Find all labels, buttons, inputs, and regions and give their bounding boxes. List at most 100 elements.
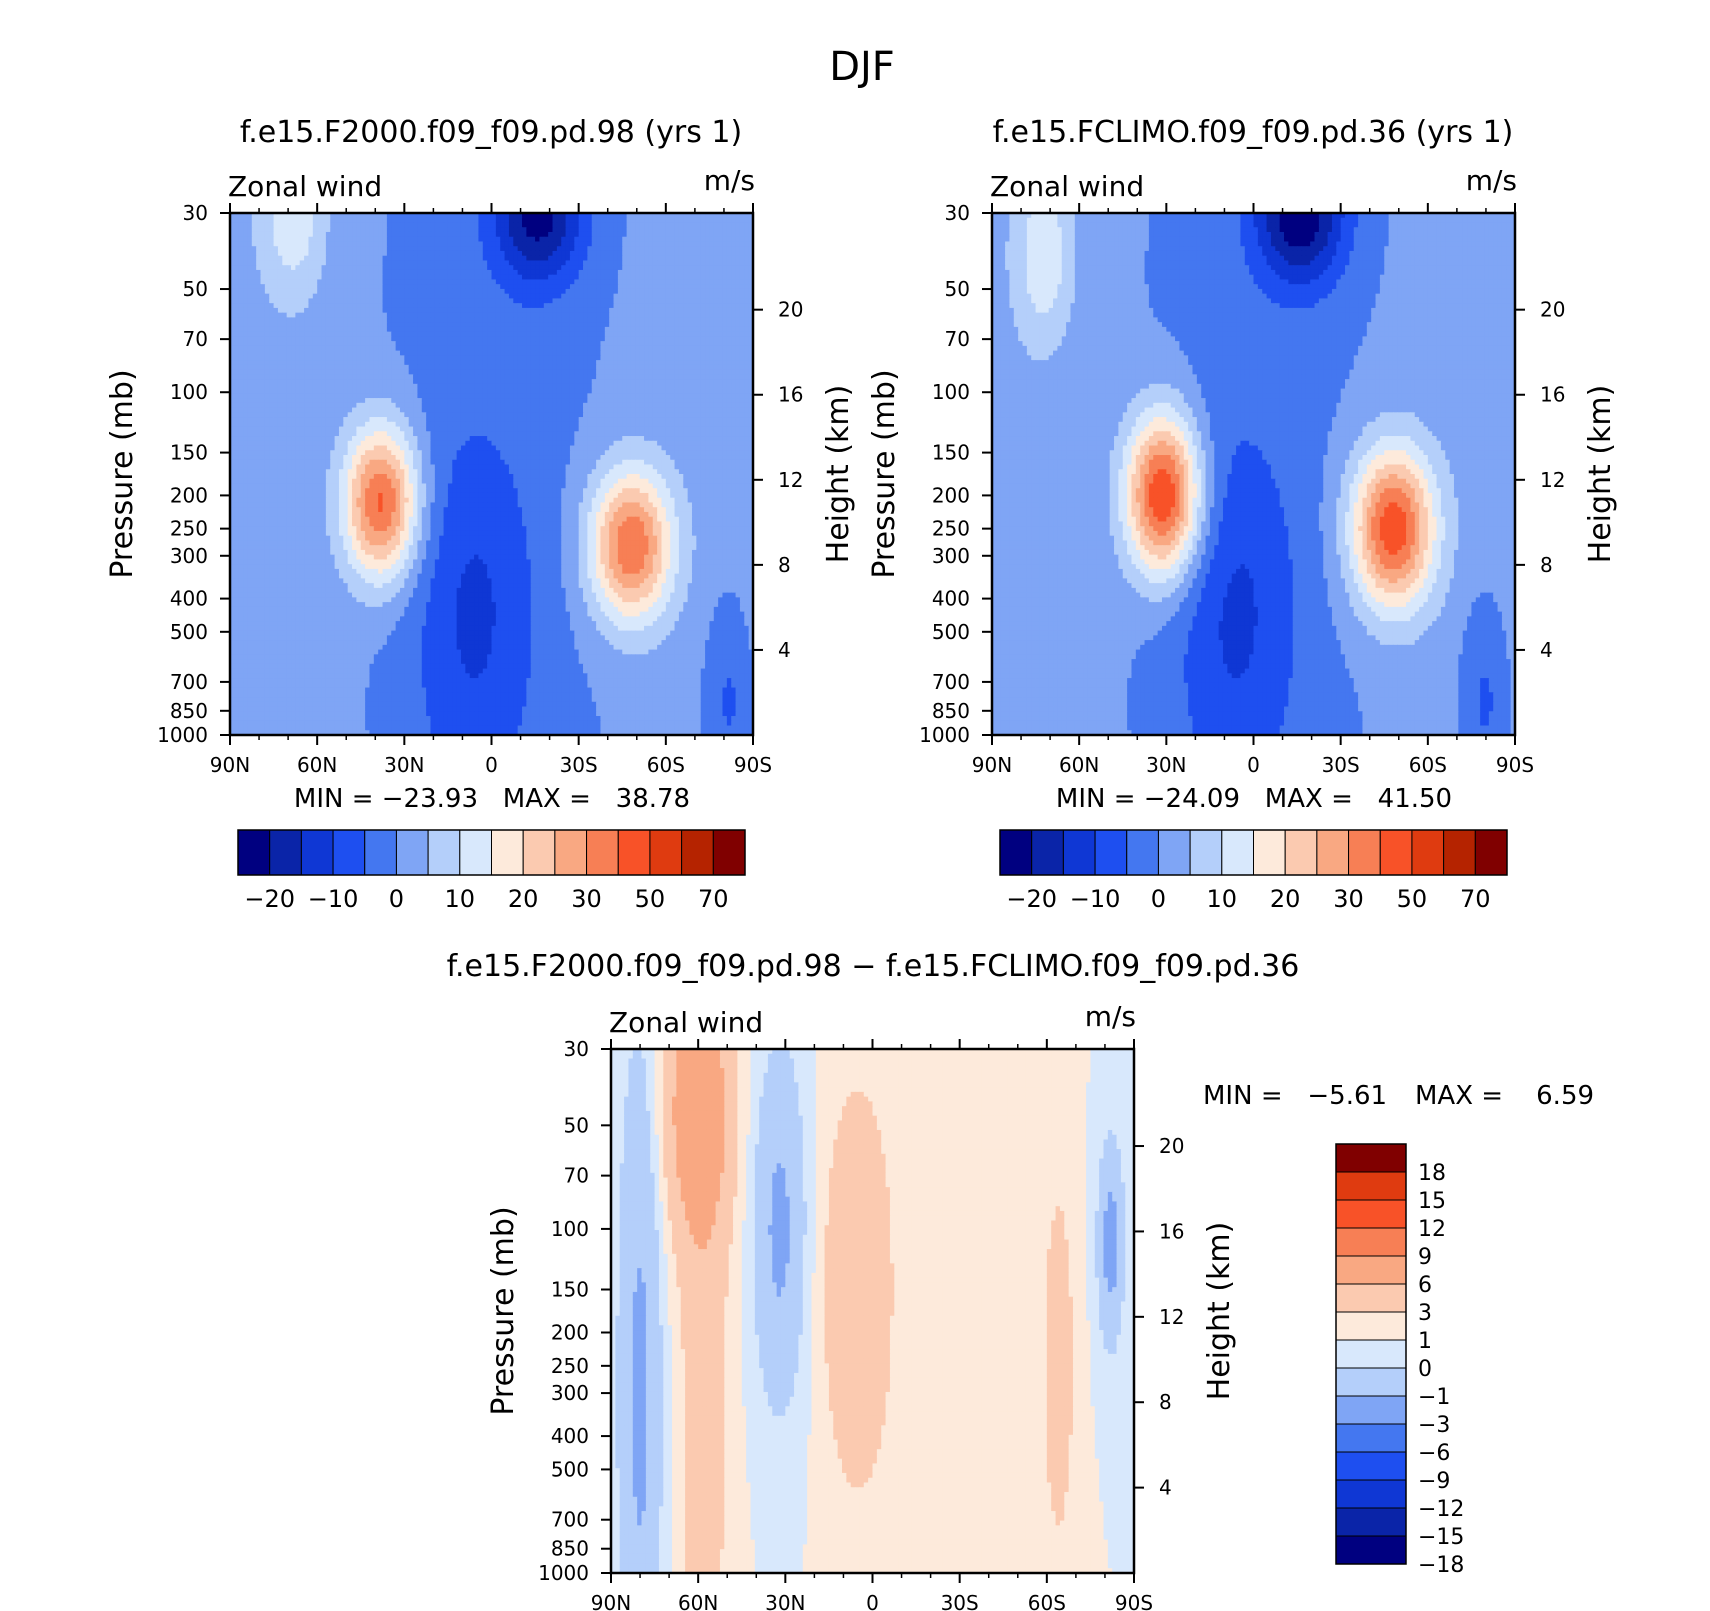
panel-a-contour-cell: [251, 331, 257, 337]
panel-a-contour-cell: [705, 231, 711, 238]
panel-a-contour-cell: [360, 231, 366, 238]
panel-a-contour-cell: [705, 360, 711, 366]
panel-a-contour-cell: [718, 379, 724, 385]
panel-a-contour-cell: [260, 241, 266, 247]
panel-a-contour-cell: [356, 360, 362, 366]
panel-a-contour-cell: [526, 255, 532, 262]
panel-a-contour-cell: [386, 227, 392, 233]
panel-a-contour-cell: [456, 331, 462, 337]
panel-a-contour-cell: [378, 402, 384, 409]
panel-a-contour-cell: [696, 355, 702, 361]
panel-a-contour-cell: [661, 274, 667, 281]
panel-a-contour-cell: [652, 393, 658, 399]
panel-a-contour-cell: [622, 236, 628, 243]
panel-a-contour-cell: [238, 331, 244, 337]
panel-a-contour-cell: [635, 393, 641, 399]
panel-a-contour-cell: [360, 255, 366, 262]
panel-a-contour-cell: [543, 345, 549, 352]
panel-a-contour-cell: [652, 307, 658, 314]
panel-a-contour-cell: [391, 364, 397, 371]
panel-a-contour-cell: [700, 379, 706, 385]
panel-a-contour-cell: [744, 255, 750, 262]
panel-a-contour-cell: [718, 388, 724, 394]
panel-a-contour-cell: [696, 293, 702, 300]
panel-a-contour-cell: [543, 355, 549, 361]
panel-a-contour-cell: [609, 236, 615, 243]
panel-a-contour-cell: [413, 298, 419, 304]
panel-a-contour-cell: [238, 213, 244, 219]
panel-a-contour-cell: [583, 222, 588, 228]
panel-a-contour-cell: [447, 265, 453, 271]
panel-a-contour-cell: [452, 388, 458, 394]
panel-a-contour-cell: [705, 222, 711, 228]
panel-a-contour-cell: [439, 288, 445, 295]
panel-a-contour-cell: [251, 279, 257, 285]
panel-a-contour-cell: [325, 246, 331, 252]
panel-a-contour-cell: [661, 398, 667, 404]
panel-a-contour-cell: [574, 322, 580, 328]
panel-a-contour-cell: [739, 274, 745, 281]
panel-a-contour-cell: [569, 298, 575, 304]
panel-a-contour-cell: [469, 274, 475, 281]
panel-a-contour-cell: [321, 231, 327, 238]
panel-a-contour-cell: [295, 402, 301, 409]
panel-a-contour-cell: [395, 241, 401, 247]
panel-a-contour-cell: [508, 331, 514, 337]
panel-a-contour-cell: [312, 393, 318, 399]
panel-a-contour-cell: [356, 322, 362, 328]
panel-a-contour-cell: [238, 241, 244, 247]
panel-a-contour-cell: [330, 364, 336, 371]
panel-a-contour-cell: [552, 393, 558, 399]
panel-a-contour-cell: [700, 246, 706, 252]
panel-a-contour-cell: [548, 360, 554, 366]
panel-a-contour-cell: [609, 307, 615, 314]
panel-a-contour-cell: [526, 345, 532, 352]
panel-a-contour-cell: [465, 379, 471, 385]
panel-a-contour-cell: [282, 303, 288, 309]
panel-a-contour-cell: [312, 331, 318, 337]
panel-a-contour-cell: [330, 407, 336, 413]
panel-a-contour-cell: [744, 227, 750, 233]
panel-a-contour-cell: [391, 336, 397, 342]
panel-a-contour-cell: [613, 279, 619, 285]
panel-a-contour-cell: [722, 227, 728, 233]
panel-a-contour-cell: [391, 407, 397, 413]
panel-a-contour-cell: [277, 345, 283, 352]
panel-a-contour-cell: [269, 279, 275, 285]
panel-a-contour-cell: [744, 303, 750, 309]
panel-a-contour-cell: [304, 298, 310, 304]
panel-a-contour-cell: [269, 260, 275, 266]
panel-a-contour-cell: [417, 293, 423, 300]
panel-a-contour-cell: [474, 407, 480, 413]
panel-a-contour-cell: [465, 303, 471, 309]
panel-a-contour-cell: [591, 250, 597, 257]
panel-a-contour-cell: [522, 279, 527, 285]
panel-a-contour-cell: [308, 274, 314, 281]
panel-a-contour-cell: [256, 317, 262, 323]
panel-a-contour-cell: [286, 255, 292, 262]
panel-a-contour-cell: [391, 293, 397, 300]
panel-a-contour-cell: [700, 312, 706, 318]
panel-a-contour-cell: [539, 407, 545, 413]
panel-a-contour-cell: [731, 364, 737, 371]
panel-a-contour-cell: [256, 341, 262, 347]
panel-a-contour-cell: [635, 307, 641, 314]
panel-a-contour-cell: [691, 231, 697, 238]
panel-a-contour-cell: [391, 317, 397, 323]
panel-a-contour-cell: [465, 350, 471, 356]
panel-a-contour-cell: [404, 274, 410, 281]
panel-a-contour-cell: [413, 274, 419, 281]
panel-a-contour-cell: [657, 345, 663, 352]
panel-a-contour-cell: [600, 298, 606, 304]
panel-a-contour-cell: [517, 303, 523, 309]
panel-a-contour-cell: [338, 369, 344, 375]
panel-a-contour-cell: [731, 236, 737, 243]
panel-a-contour-cell: [739, 288, 745, 295]
panel-a-contour-cell: [556, 331, 562, 337]
panel-a-contour-cell: [556, 274, 562, 281]
panel-a-contour-cell: [526, 274, 532, 281]
panel-a-contour-cell: [652, 274, 658, 281]
panel-a-contour-cell: [661, 317, 667, 323]
panel-a-contour-cell: [338, 407, 344, 413]
panel-a-contour-cell: [452, 383, 458, 390]
